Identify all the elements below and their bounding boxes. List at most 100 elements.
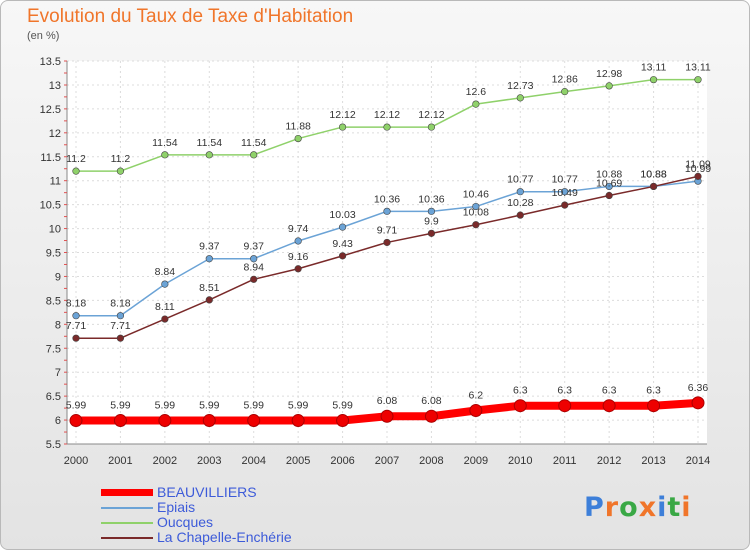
data-label: 12.12 [374, 109, 400, 121]
data-point [424, 409, 438, 423]
y-tick-label: 13 [49, 80, 61, 92]
data-label: 10.36 [374, 193, 400, 205]
y-tick-label: 6 [55, 415, 61, 427]
x-tick-label: 2000 [64, 455, 88, 467]
data-point [649, 182, 658, 191]
data-point [561, 188, 569, 196]
data-label: 12.6 [466, 86, 487, 98]
data-label: 6.3 [513, 385, 528, 397]
legend-swatch [101, 536, 153, 539]
y-tick-label: 5.5 [46, 439, 61, 451]
data-label: 6.36 [688, 382, 709, 394]
data-label: 7.71 [110, 320, 131, 332]
data-point [427, 229, 436, 237]
x-tick-label: 2011 [553, 455, 577, 467]
x-tick-label: 2003 [197, 455, 221, 467]
logo-letter: r [604, 492, 620, 523]
data-label: 13.11 [685, 62, 711, 74]
y-tick-label: 12 [49, 128, 61, 140]
logo-letter: P [584, 492, 605, 523]
x-tick-label: 2009 [464, 455, 488, 467]
data-label: 11.88 [285, 121, 311, 133]
x-tick-label: 2005 [286, 455, 310, 467]
data-point [694, 76, 702, 84]
data-point [561, 88, 569, 96]
data-label: 9.37 [243, 241, 264, 253]
data-point [516, 188, 524, 196]
data-point [338, 123, 347, 131]
data-point [380, 409, 394, 423]
legend-item: Epiais [101, 500, 292, 515]
data-point [649, 76, 658, 84]
chart-subtitle: (en %) [27, 30, 60, 42]
data-label: 5.99 [110, 400, 131, 412]
y-tick-label: 8 [55, 319, 61, 331]
data-point [336, 414, 350, 428]
data-label: 11.54 [152, 137, 178, 149]
data-label: 9.71 [377, 224, 398, 236]
data-label: 12.98 [596, 68, 622, 80]
data-point [72, 167, 80, 175]
legend-label: BEAUVILLIERS [157, 484, 257, 500]
data-label: 10.88 [640, 168, 666, 180]
data-label: 8.18 [110, 298, 131, 310]
data-label: 10.03 [329, 209, 355, 221]
data-label: 11.2 [66, 153, 86, 165]
y-tick-label: 9 [55, 271, 61, 283]
data-point [338, 252, 347, 260]
data-point [472, 202, 480, 211]
data-point [561, 201, 569, 209]
x-tick-label: 2007 [375, 455, 399, 467]
logo-letter: o [619, 492, 639, 523]
data-point [250, 275, 258, 283]
data-point [116, 167, 125, 175]
y-tick-label: 6.5 [46, 391, 61, 403]
data-label: 5.99 [332, 400, 353, 412]
proxiti-logo: Proxiti [584, 492, 692, 523]
data-point [602, 399, 616, 413]
data-label: 8.51 [199, 282, 220, 294]
logo-letter: t [667, 492, 682, 523]
data-label: 8.11 [155, 301, 175, 313]
data-label: 12.86 [552, 74, 578, 86]
y-tick-label: 7.5 [46, 343, 61, 355]
legend-label: Oucques [157, 514, 214, 530]
y-tick-label: 9.5 [46, 248, 61, 260]
data-point [383, 123, 391, 131]
chart-legend: BEAUVILLIERS Epiais Oucques La Chapelle-Enc… [101, 485, 292, 545]
data-label: 10.46 [463, 189, 489, 201]
y-tick-label: 7 [55, 367, 61, 379]
data-label: 8.18 [66, 298, 87, 310]
data-label: 6.3 [646, 385, 661, 397]
data-label: 9.9 [424, 215, 439, 227]
data-label: 5.99 [243, 400, 264, 412]
data-label: 10.99 [685, 163, 711, 175]
data-point [338, 223, 347, 231]
data-label: 9.16 [288, 251, 309, 263]
data-point [205, 296, 213, 304]
data-point [647, 399, 661, 413]
x-tick-label: 2013 [641, 455, 665, 467]
y-tick-label: 11 [50, 176, 61, 188]
data-point [427, 207, 436, 215]
legend-item: Oucques [101, 515, 292, 530]
data-label: 9.37 [199, 241, 220, 253]
data-point [161, 151, 169, 159]
data-point [294, 237, 302, 245]
data-point [691, 396, 705, 410]
x-tick-label: 2001 [108, 455, 132, 467]
data-label: 6.08 [377, 395, 398, 407]
data-label: 11.54 [197, 137, 223, 149]
data-label: 12.12 [418, 109, 444, 121]
data-point [513, 399, 527, 413]
data-point [116, 312, 125, 320]
data-label: 11.09 [685, 158, 711, 170]
data-point [383, 238, 391, 247]
data-point [605, 182, 613, 191]
data-label: 5.99 [66, 400, 87, 412]
data-point [469, 403, 483, 417]
data-label: 12.73 [507, 80, 533, 92]
y-tick-label: 11.5 [40, 152, 61, 164]
data-point [69, 414, 83, 428]
